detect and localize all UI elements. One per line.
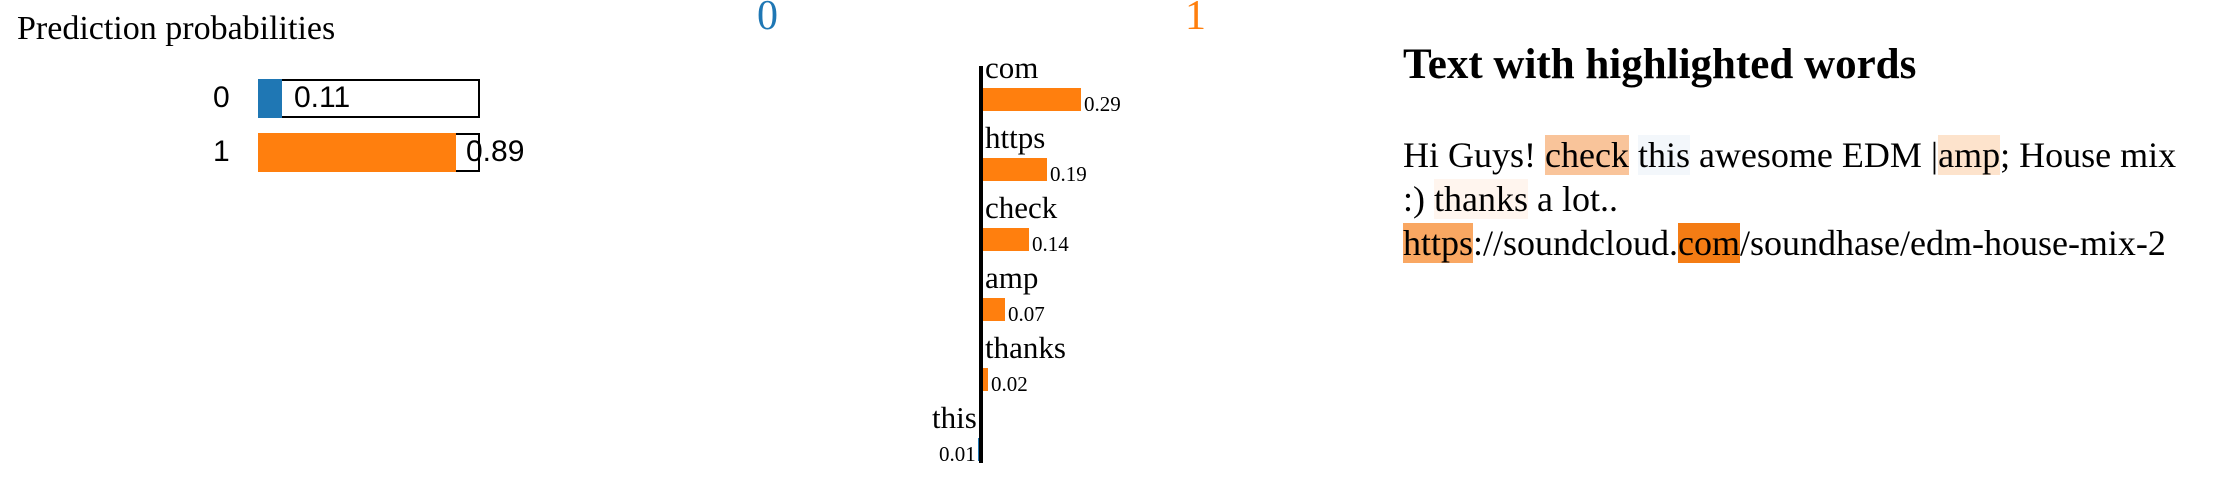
text-segment: /soundhase/edm-house-mix-2	[1740, 223, 2166, 263]
text-segment: ://soundcloud.	[1473, 223, 1679, 263]
feature-value-label: 0.19	[1050, 162, 1087, 186]
feature-word: this	[932, 400, 977, 435]
proba-value-1: 0.89	[466, 135, 525, 168]
proba-label-1: 1	[213, 135, 230, 168]
highlighted-word: amp	[1938, 135, 2001, 175]
class-label-right: 1	[1185, 0, 1206, 39]
feature-bar	[981, 88, 1081, 111]
feature-word: https	[985, 120, 1046, 155]
highlighted-word: https	[1403, 223, 1474, 263]
feature-word: thanks	[985, 330, 1066, 365]
feature-value-label: 0.29	[1084, 92, 1121, 116]
proba-bar-1	[258, 133, 456, 172]
highlighted-text-title: Text with highlighted words	[1403, 41, 1917, 88]
text-segment: a lot..	[1528, 179, 1627, 219]
prediction-probabilities-title: Prediction probabilities	[17, 10, 336, 47]
class-label-left: 0	[757, 0, 778, 39]
proba-frame-0	[258, 79, 480, 118]
text-segment: ; House mix :)	[1403, 135, 2186, 219]
feature-bar	[981, 298, 1005, 321]
feature-axis-line	[979, 66, 983, 463]
feature-word: check	[985, 190, 1058, 225]
highlighted-word: check	[1545, 135, 1629, 175]
feature-bar	[981, 158, 1047, 181]
feature-value-label: 0.02	[991, 372, 1028, 396]
highlighted-word: com	[1678, 223, 1740, 263]
feature-bar	[981, 228, 1029, 251]
proba-bar-0	[258, 79, 282, 118]
feature-word: amp	[985, 260, 1039, 295]
feature-word: com	[985, 50, 1039, 85]
feature-value-label: 0.14	[1032, 232, 1069, 256]
proba-label-0: 0	[213, 81, 230, 114]
text-segment	[1629, 135, 1638, 175]
text-segment: Hi Guys!	[1403, 135, 1545, 175]
feature-value-label: 0.01	[939, 442, 976, 466]
text-segment: awesome EDM |	[1689, 135, 1939, 175]
feature-value-label: 0.07	[1008, 302, 1045, 326]
highlighted-word: thanks	[1434, 179, 1528, 219]
proba-value-0: 0.11	[294, 81, 351, 114]
highlighted-text-body: Hi Guys! check this awesome EDM |amp; Ho…	[1403, 133, 2203, 265]
highlighted-word: this	[1637, 135, 1690, 175]
feature-bar	[981, 368, 988, 391]
